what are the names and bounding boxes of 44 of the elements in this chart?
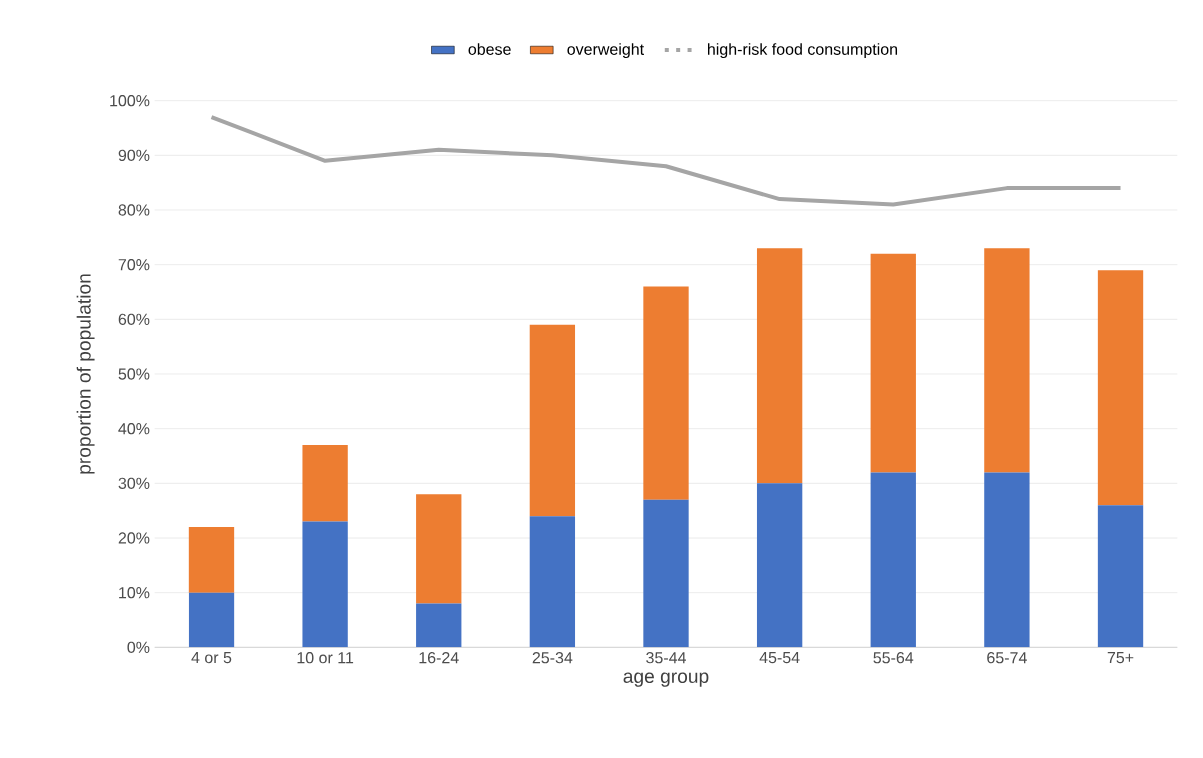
y-tick-label: 10% <box>119 587 150 599</box>
bar <box>643 286 689 500</box>
legend-label: overweight <box>567 43 644 59</box>
bar <box>756 483 803 648</box>
y-tick-label: 0% <box>127 641 150 653</box>
x-tick-label: 75+ <box>1107 652 1134 664</box>
bar <box>416 494 462 604</box>
bar <box>302 445 348 522</box>
bar <box>529 516 576 648</box>
bar <box>643 499 689 648</box>
y-tick-label: 50% <box>118 368 150 380</box>
x-tick-label: 65-74 <box>987 652 1027 664</box>
bar <box>188 592 235 648</box>
x-tick-label: 45-54 <box>759 652 800 664</box>
legend-label: high-risk food consumption <box>708 43 898 59</box>
x-axis-title: age group <box>623 672 709 687</box>
bar <box>416 603 462 648</box>
x-tick-label: 25-34 <box>532 652 573 664</box>
x-tick-label: 4 or 5 <box>191 652 232 664</box>
y-tick-label: 20% <box>118 532 150 544</box>
bar <box>302 521 348 648</box>
y-tick-label: 60% <box>118 313 150 325</box>
bar <box>870 472 916 648</box>
y-tick-label: 100% <box>110 95 150 107</box>
x-tick-label: 16-24 <box>419 652 459 664</box>
y-tick-label: 40% <box>118 423 150 435</box>
x-tick-label: 55-64 <box>873 652 914 664</box>
bar <box>984 472 1030 648</box>
y-axis-title: proportion of population <box>76 274 95 474</box>
y-tick-label: 70% <box>118 259 150 271</box>
bar <box>188 527 235 593</box>
y-tick-label: 80% <box>118 204 150 216</box>
bar <box>870 253 916 473</box>
bar <box>529 324 576 517</box>
bar <box>756 248 803 484</box>
y-tick-label: 30% <box>118 477 150 489</box>
x-tick-label: 35-44 <box>646 652 686 664</box>
x-tick-label: 10 or 11 <box>297 652 354 664</box>
line-series <box>209 115 1123 207</box>
bar <box>1097 270 1144 506</box>
bar <box>984 248 1030 473</box>
bar <box>1097 505 1144 648</box>
y-tick-label: 90% <box>118 149 150 161</box>
legend-label: obese <box>468 43 511 55</box>
